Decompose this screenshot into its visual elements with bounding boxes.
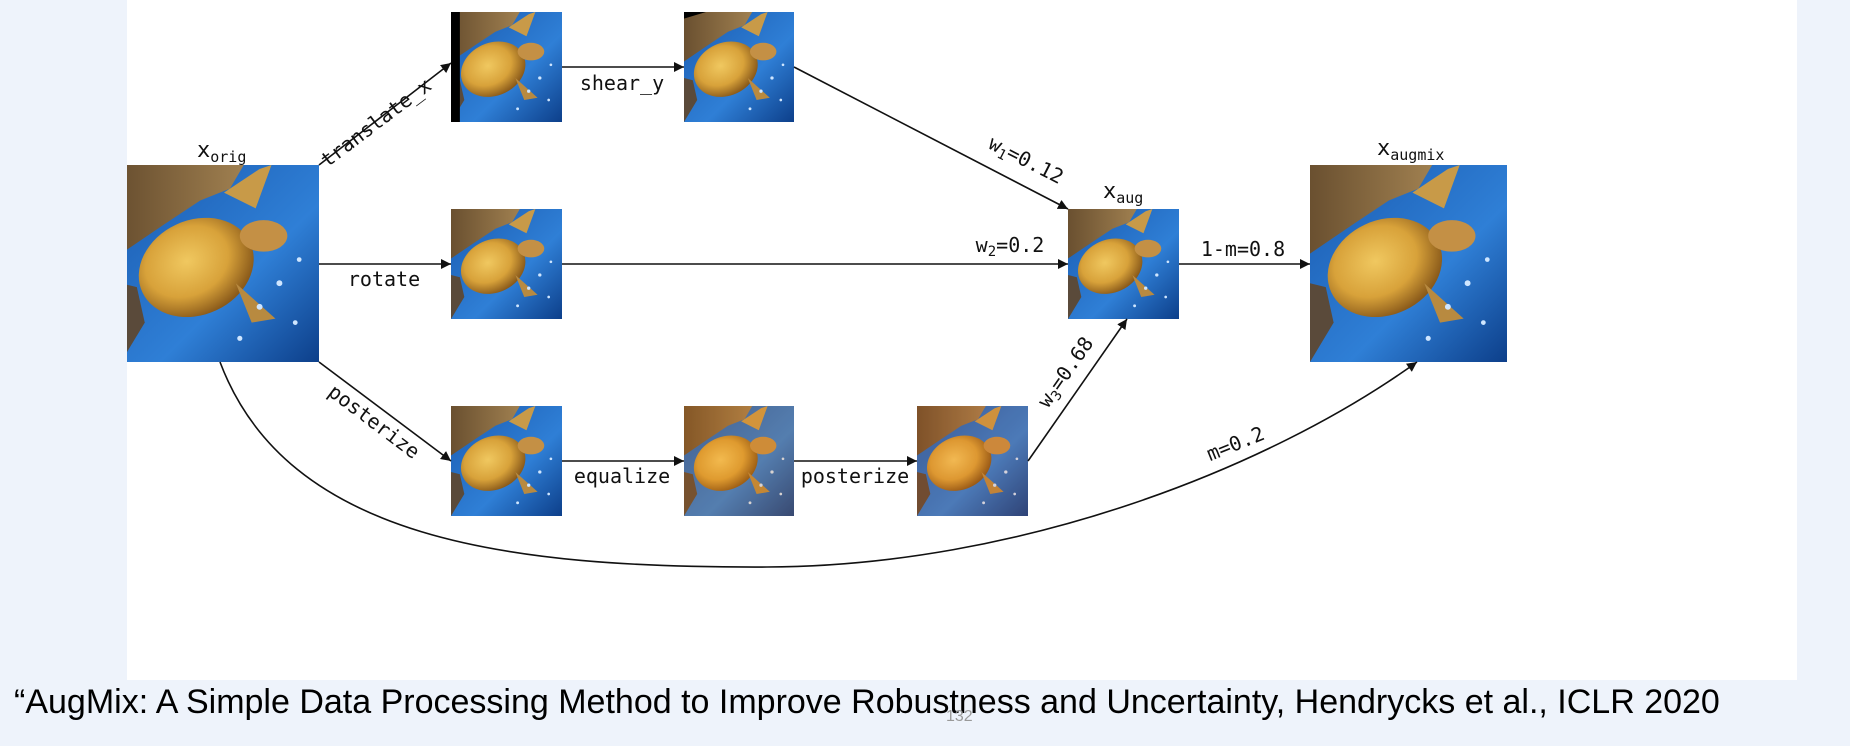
label-w3: w3=0.68 (1032, 332, 1100, 414)
diagram-panel: xorig xaug xaugmix translate_x shear_y r… (127, 0, 1797, 680)
label-rotate: rotate (348, 267, 420, 291)
label-equalize: equalize (574, 464, 670, 488)
arrow-w3 (1027, 318, 1128, 462)
label-translate-x: translate_x (316, 73, 436, 172)
arrow-translate-x (318, 62, 452, 166)
label-x-aug: xaug (1103, 179, 1143, 207)
label-m: m=0.2 (1203, 421, 1268, 466)
image-x-augmix (1310, 165, 1507, 362)
label-w2: w2=0.2 (976, 233, 1045, 260)
image-translate-x (451, 12, 562, 122)
image-posterize-1 (451, 406, 562, 516)
image-shear-y (684, 12, 794, 122)
label-shear-y: shear_y (580, 71, 664, 95)
arrow-m (219, 361, 1418, 568)
arrow-posterize-1 (318, 361, 452, 462)
image-equalize (684, 406, 794, 516)
citation-caption: “AugMix: A Simple Data Processing Method… (14, 683, 1720, 721)
image-rotate (451, 209, 562, 319)
arrow-w1 (793, 66, 1069, 210)
label-one-minus-m: 1-m=0.8 (1201, 237, 1285, 261)
image-x-aug (1068, 209, 1179, 319)
label-x-augmix: xaugmix (1377, 136, 1444, 164)
label-w1: w1=0.12 (983, 131, 1067, 192)
label-x-orig: xorig (197, 138, 246, 166)
label-posterize-1: posterize (324, 379, 425, 463)
augmix-diagram: xorig xaug xaugmix translate_x shear_y r… (127, 12, 1507, 568)
page-number: 132 (946, 708, 973, 725)
label-posterize-2: posterize (801, 464, 909, 488)
image-posterize-2 (917, 406, 1028, 516)
image-x-orig (127, 165, 319, 362)
